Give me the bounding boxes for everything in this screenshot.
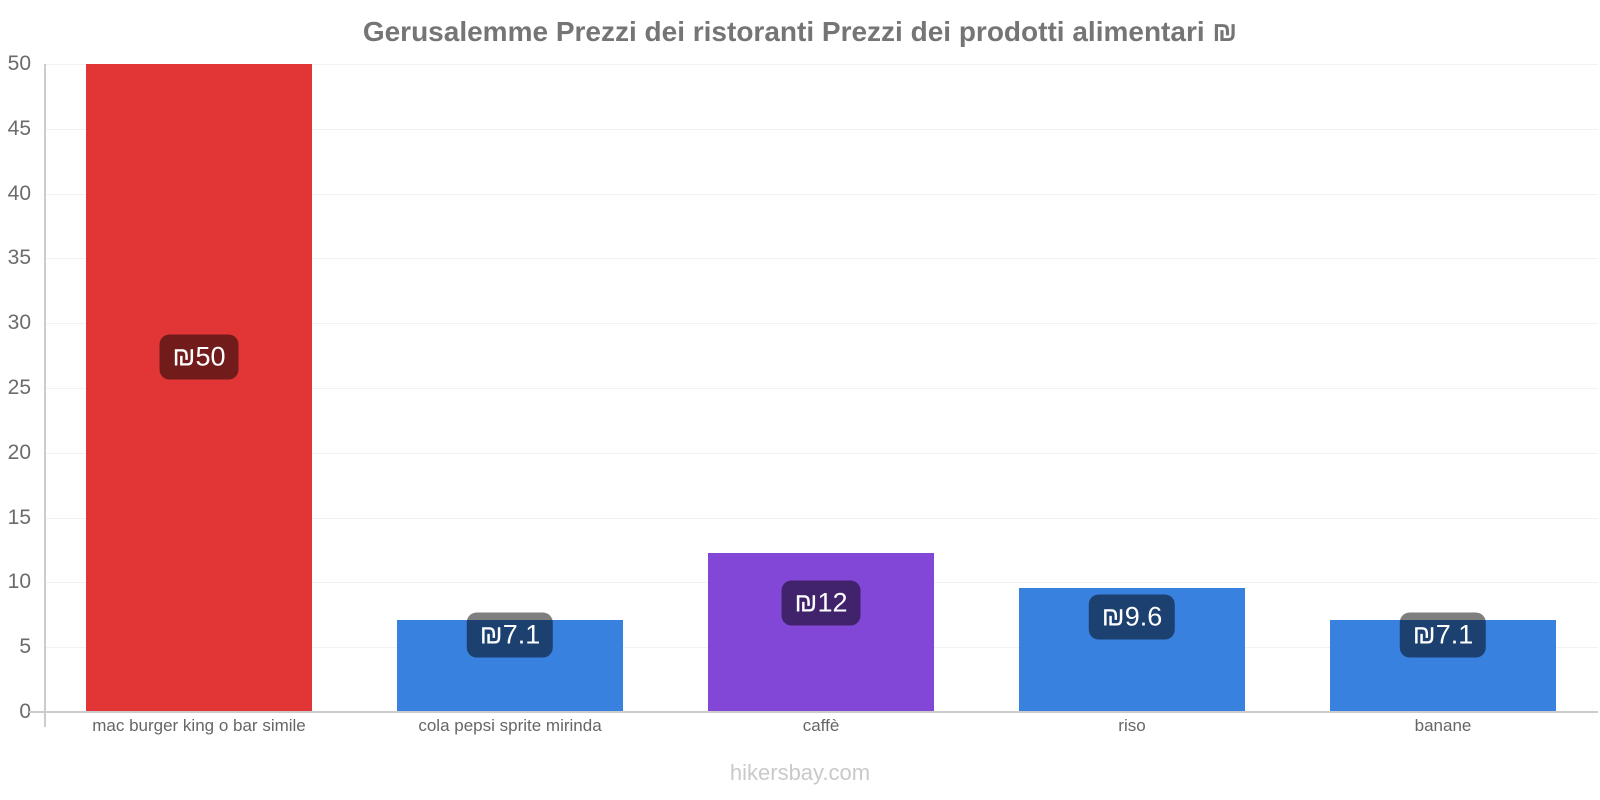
x-axis-category-label: banane [1414,716,1472,735]
chart-title: Gerusalemme Prezzi dei ristoranti Prezzi… [362,16,1238,47]
y-axis-tick-label: 25 [7,376,31,399]
y-gridline [44,453,1598,454]
bar-value-label: ₪7.1 [1399,612,1487,658]
y-axis-tick-label: 0 [19,700,31,723]
x-axis-category-label: mac burger king o bar simile [92,716,306,735]
bar-value-label: ₪12 [781,580,861,626]
y-gridline [44,64,1598,65]
y-gridline [44,258,1598,259]
y-axis-tick-label: 20 [7,441,31,464]
y-axis-tick-label: 40 [7,182,31,205]
x-axis-category-label: cola pepsi sprite mirinda [418,716,602,735]
bar-value-label: ₪7.1 [466,612,554,658]
bar-3[interactable] [708,553,934,712]
x-axis-category-label: caffè [802,716,840,735]
bar-value-label: ₪9.6 [1088,594,1176,640]
y-gridline [44,129,1598,130]
y-axis-tick-label: 50 [7,52,31,75]
x-axis-category-label: riso [1118,716,1146,735]
y-axis-tick-label: 5 [19,635,31,658]
y-axis-tick-label: 15 [7,506,31,529]
y-axis-tick-label: 10 [7,570,31,593]
y-gridline [44,388,1598,389]
bar-1[interactable] [86,64,312,712]
y-axis-tick-label: 30 [7,311,31,334]
x-axis-line [44,711,1598,713]
zero-tick-mark [29,711,44,713]
y-gridline [44,518,1598,519]
y-axis-tick-label: 45 [7,117,31,140]
y-gridline [44,323,1598,324]
bar-value-label: ₪50 [159,334,239,380]
y-gridline [44,194,1598,195]
watermark-text: hikersbay.com [729,760,871,785]
y-axis-line [44,64,46,727]
y-axis-tick-label: 35 [7,246,31,269]
